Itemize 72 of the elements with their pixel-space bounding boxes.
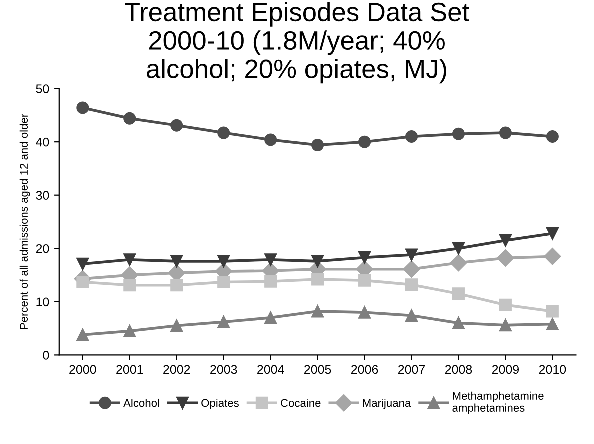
x-tick-label: 2001 bbox=[116, 365, 144, 374]
point bbox=[312, 305, 324, 318]
legend-label: Methamphetamine amphetamines bbox=[452, 392, 544, 414]
legend-label: Opiates bbox=[202, 398, 239, 410]
y-tick-label: 0 bbox=[43, 351, 50, 360]
point bbox=[76, 328, 90, 342]
point bbox=[218, 316, 230, 328]
point bbox=[170, 320, 184, 332]
point bbox=[312, 273, 324, 286]
point bbox=[264, 312, 278, 324]
x-tick-label: 2003 bbox=[210, 365, 238, 374]
point bbox=[546, 227, 559, 240]
point bbox=[499, 126, 512, 140]
legend-label: Cocaine bbox=[281, 398, 321, 408]
y-tick-label: 50 bbox=[36, 84, 50, 94]
point bbox=[406, 278, 418, 292]
point bbox=[450, 254, 468, 272]
point bbox=[76, 258, 90, 270]
point bbox=[264, 134, 278, 146]
point bbox=[452, 316, 465, 330]
point bbox=[497, 250, 514, 267]
legend-label: Marijuana bbox=[363, 398, 412, 410]
point bbox=[358, 274, 372, 287]
point bbox=[218, 255, 230, 268]
point bbox=[170, 279, 184, 292]
point bbox=[403, 260, 420, 278]
point bbox=[358, 251, 372, 264]
x-tick-label: 2008 bbox=[445, 365, 472, 374]
point bbox=[312, 139, 324, 152]
y-tick-label: 40 bbox=[36, 138, 50, 147]
point bbox=[452, 128, 465, 140]
point bbox=[170, 255, 184, 268]
point bbox=[124, 254, 136, 266]
point bbox=[358, 136, 372, 148]
point bbox=[452, 242, 465, 255]
point bbox=[358, 306, 372, 319]
y-tick-label: 20 bbox=[36, 244, 50, 254]
point bbox=[406, 310, 418, 322]
point bbox=[452, 288, 465, 300]
legend-label: Alcohol bbox=[124, 398, 160, 408]
point bbox=[546, 305, 559, 318]
point bbox=[499, 319, 512, 332]
point bbox=[124, 112, 136, 125]
point bbox=[406, 248, 418, 262]
point bbox=[499, 298, 512, 312]
point bbox=[170, 119, 184, 132]
x-tick-label: 2007 bbox=[398, 365, 426, 374]
point bbox=[544, 248, 562, 266]
point bbox=[124, 324, 136, 338]
point bbox=[499, 234, 512, 247]
point bbox=[264, 254, 278, 266]
point bbox=[218, 276, 230, 288]
point bbox=[76, 102, 90, 114]
y-axis-title: Percent of all admissions aged 12 and older bbox=[20, 114, 30, 330]
x-tick-label: 2010 bbox=[539, 365, 566, 374]
x-tick-label: 2009 bbox=[492, 365, 520, 374]
x-tick-label: 2006 bbox=[351, 365, 378, 374]
x-tick-label: 2000 bbox=[70, 365, 96, 374]
y-tick-label: 10 bbox=[36, 298, 50, 307]
x-tick-label: 2004 bbox=[258, 365, 284, 374]
chart-title: Treatment Episodes Data Set 2000-10 (1.8M/year; 40% alcohol; 20% opiates, MJ) bbox=[125, 2, 470, 84]
point bbox=[218, 126, 230, 140]
point bbox=[546, 318, 559, 331]
point bbox=[264, 275, 278, 288]
x-tick-label: 2002 bbox=[164, 365, 190, 374]
point bbox=[406, 130, 418, 144]
point bbox=[76, 276, 90, 288]
point bbox=[312, 255, 324, 268]
point bbox=[124, 279, 136, 292]
x-tick-label: 2005 bbox=[304, 365, 332, 374]
y-tick-label: 30 bbox=[36, 191, 50, 200]
point bbox=[546, 130, 559, 144]
